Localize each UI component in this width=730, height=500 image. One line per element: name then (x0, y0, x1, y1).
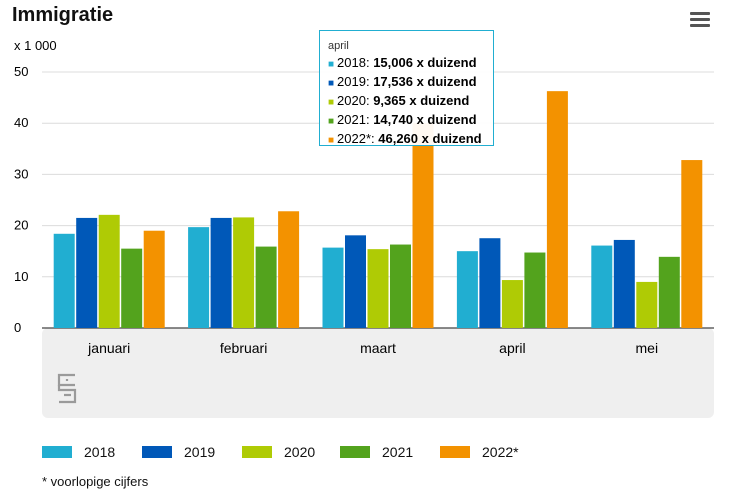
bar-april-2019[interactable] (479, 238, 501, 328)
y-tick-label: 50 (14, 64, 28, 79)
x-tick-label: januari (87, 340, 130, 356)
bar-maart-2018[interactable] (322, 247, 344, 328)
tooltip-value: 9,365 x duizend (373, 93, 470, 108)
legend-item-2022[interactable]: 2022* (440, 440, 519, 464)
legend-label: 2022* (482, 444, 519, 460)
y-tick-label: 20 (14, 218, 28, 233)
tooltip: april ■ 2018: 15,006 x duizend ■ 2019: 17,5… (319, 30, 494, 146)
tooltip-value: 46,260 x duizend (378, 131, 482, 146)
bar-februari-2018[interactable] (188, 227, 210, 328)
tooltip-header: april (328, 40, 349, 52)
legend-swatch (242, 446, 272, 458)
tooltip-series-label: 2018: (337, 55, 374, 70)
series-marker-icon: ■ (328, 59, 335, 70)
x-tick-label: februari (220, 340, 267, 356)
y-tick-label: 10 (14, 269, 28, 284)
series-marker-icon: ■ (328, 97, 335, 108)
legend-item-2018[interactable]: 2018 (42, 440, 115, 464)
y-tick-label: 40 (14, 115, 28, 130)
bar-maart-2021[interactable] (390, 244, 411, 328)
legend-item-2019[interactable]: 2019 (142, 440, 215, 464)
legend-item-2021[interactable]: 2021 (340, 440, 413, 464)
tooltip-series-label: 2019: (337, 74, 374, 89)
bar-mei-2022[interactable] (681, 160, 703, 328)
tooltip-row: ■ 2018: 15,006 x duizend (328, 54, 493, 73)
chart-title: Immigratie (12, 4, 114, 26)
x-tick-label: april (499, 340, 525, 356)
tooltip-row: ■ 2021: 14,740 x duizend (328, 111, 493, 130)
bar-januari-2022[interactable] (143, 230, 165, 328)
legend: 2018 2019 2020 2021 2022* (42, 440, 722, 464)
bar-maart-2020[interactable] (367, 249, 389, 328)
bar-januari-2019[interactable] (76, 217, 98, 328)
bar-maart-2019[interactable] (345, 235, 366, 328)
tooltip-series-label: 2021: (337, 112, 374, 127)
tooltip-row: ■ 2022*: 46,260 x duizend (328, 130, 493, 149)
series-marker-icon: ■ (328, 135, 335, 146)
legend-label: 2021 (382, 444, 414, 460)
series-marker-icon: ■ (328, 78, 335, 89)
legend-swatch (42, 446, 72, 458)
bar-april-2020[interactable] (501, 280, 523, 328)
series-marker-icon: ■ (328, 116, 335, 127)
legend-label: 2020 (284, 444, 316, 460)
tooltip-row: ■ 2020: 9,365 x duizend (328, 92, 493, 111)
tooltip-series-label: 2020: (337, 93, 374, 108)
tooltip-value: 14,740 x duizend (373, 112, 477, 127)
legend-swatch (440, 446, 470, 458)
bar-april-2021[interactable] (524, 252, 546, 328)
tooltip-value: 17,536 x duizend (373, 74, 477, 89)
bar-april-2018[interactable] (456, 251, 478, 328)
legend-label: 2019 (184, 444, 216, 460)
bar-mei-2020[interactable] (636, 281, 658, 328)
y-tick-label: 30 (14, 166, 28, 181)
bar-januari-2018[interactable] (53, 233, 75, 328)
legend-label: 2018 (84, 444, 116, 460)
bar-februari-2020[interactable] (233, 217, 255, 328)
x-tick-label: mei (636, 340, 659, 356)
hamburger-menu-icon[interactable] (690, 12, 710, 28)
bar-februari-2022[interactable] (278, 211, 300, 328)
bar-chart: 0 10 20 30 40 50 januari februari maart april mei (14, 64, 714, 418)
tooltip-series-label: 2022*: (337, 131, 379, 146)
tooltip-row: ■ 2019: 17,536 x duizend (328, 73, 493, 92)
bar-januari-2021[interactable] (121, 248, 143, 328)
legend-swatch (142, 446, 172, 458)
bar-mei-2018[interactable] (591, 245, 613, 328)
bar-januari-2020[interactable] (98, 214, 120, 328)
tooltip-value: 15,006 x duizend (373, 55, 477, 70)
cbs-logo-icon (55, 372, 79, 406)
y-tick-label: 0 (14, 320, 21, 335)
bar-februari-2021[interactable] (255, 246, 277, 328)
legend-swatch (340, 446, 370, 458)
footnote: * voorlopige cijfers (42, 474, 149, 489)
y-unit-label: x 1 000 (14, 38, 57, 53)
x-tick-label: maart (360, 340, 396, 356)
bar-maart-2022[interactable] (412, 123, 434, 328)
legend-item-2020[interactable]: 2020 (242, 440, 315, 464)
bar-februari-2019[interactable] (210, 217, 232, 328)
bar-april-2022[interactable] (546, 91, 568, 328)
bar-mei-2021[interactable] (658, 256, 680, 328)
bar-mei-2019[interactable] (613, 239, 635, 328)
x-axis-band (42, 328, 714, 418)
